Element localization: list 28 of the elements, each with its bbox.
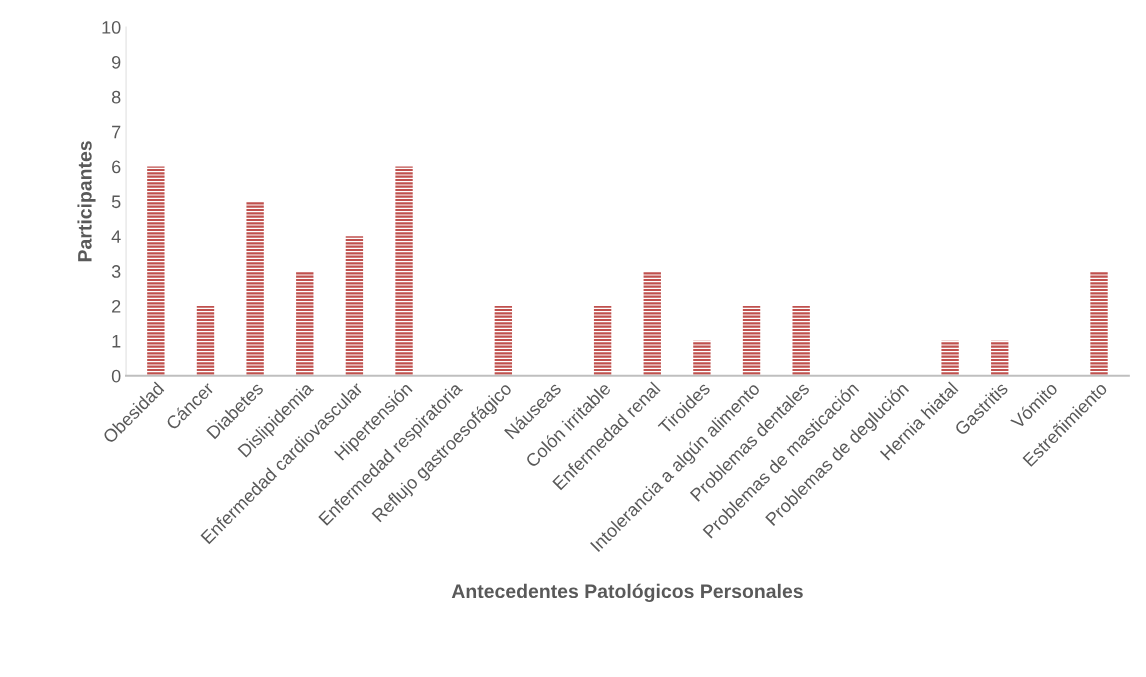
- bar: [395, 166, 413, 376]
- bar: [792, 306, 810, 376]
- bar: [941, 340, 959, 376]
- y-tick-label: 0: [111, 369, 121, 383]
- y-tick-label: 6: [112, 160, 121, 174]
- bar: [196, 306, 215, 376]
- y-tick-label: 4: [111, 230, 121, 243]
- bar: [494, 306, 513, 376]
- bar: [643, 271, 661, 376]
- y-tick-label: 9: [112, 55, 121, 69]
- y-tick-label: 2: [112, 299, 121, 313]
- y-axis-title: Participantes: [77, 141, 96, 262]
- bar: [991, 340, 1009, 376]
- bar: [593, 306, 612, 376]
- bar: [345, 236, 364, 376]
- bar: [742, 306, 761, 376]
- y-tick-label: 5: [111, 195, 121, 209]
- bar: [147, 166, 165, 376]
- y-tick-label: 1: [112, 334, 121, 348]
- bar: [1090, 271, 1108, 376]
- y-tick-label: 7: [112, 125, 121, 139]
- x-axis-title: Antecedentes Patológicos Personales: [451, 583, 803, 603]
- bar: [246, 201, 264, 376]
- bar: [693, 340, 711, 376]
- y-tick-label: 3: [111, 265, 121, 278]
- y-tick-label: 8: [111, 90, 121, 104]
- y-tick-label: 10: [102, 21, 121, 34]
- bar: [296, 271, 314, 376]
